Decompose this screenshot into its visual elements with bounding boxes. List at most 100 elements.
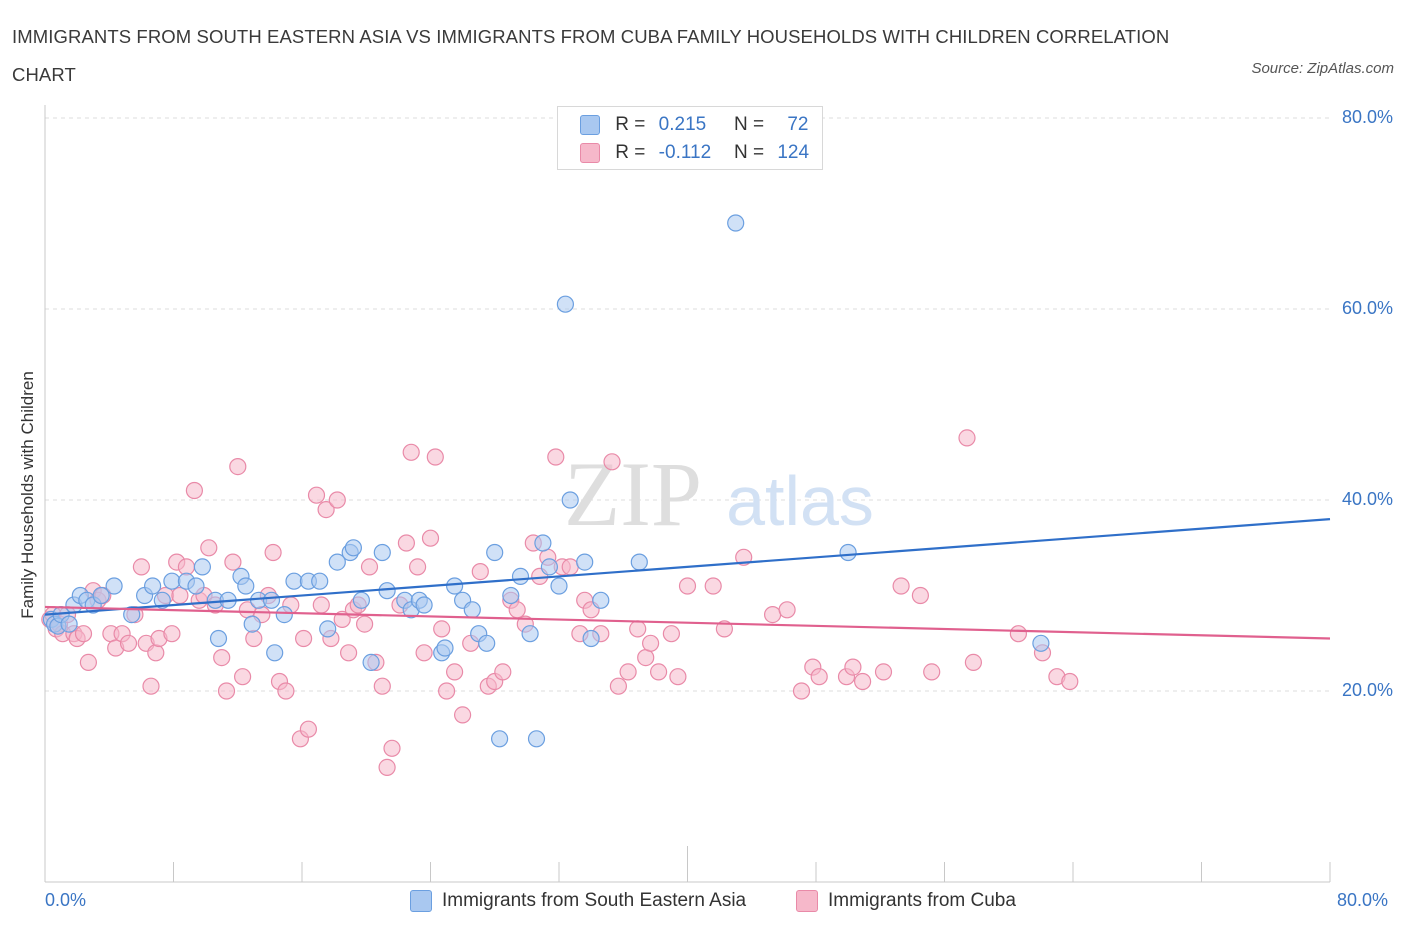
stats-legend: R = 0.215 N = 72 R = -0.112 N = 124: [557, 106, 823, 170]
sea-point: [344, 539, 362, 557]
sea-point: [105, 577, 123, 595]
sea-point: [415, 596, 433, 614]
sea-point: [486, 543, 504, 562]
cuba-point: [810, 668, 828, 686]
sea-point: [209, 629, 228, 648]
r-label: R =: [615, 114, 646, 135]
sea-point: [592, 591, 610, 609]
cuba-point: [340, 644, 358, 662]
stats-row-cuba: R = -0.112 N = 124: [580, 139, 809, 167]
cuba-point: [295, 629, 313, 648]
cuba-point: [433, 620, 451, 638]
sea-point: [502, 586, 520, 605]
cuba-point: [911, 586, 930, 605]
cuba-point: [454, 706, 472, 724]
sea-point: [582, 629, 600, 648]
cuba-point: [163, 625, 181, 643]
cuba-point: [317, 501, 335, 519]
cuba-point: [185, 481, 203, 500]
cuba-point: [446, 663, 464, 681]
sea-trend-line: [44, 518, 1331, 616]
series-legend: Immigrants from South Eastern Asia Immig…: [0, 886, 1406, 916]
cuba-point: [356, 615, 374, 633]
sea-point: [163, 572, 181, 590]
sea-point: [556, 295, 575, 313]
sea-point: [373, 543, 391, 562]
r-label: R =: [615, 142, 646, 163]
sea-swatch: [580, 114, 600, 135]
cuba-point: [147, 644, 165, 662]
cuba-point: [853, 672, 872, 691]
y-tick-label: 20.0%: [1341, 680, 1393, 700]
cuba-point: [409, 558, 427, 576]
legend-item-cuba[interactable]: Immigrants from Cuba: [796, 889, 1016, 913]
cuba-legend-swatch: [796, 889, 818, 912]
legend-item-sea[interactable]: Immigrants from South Eastern Asia: [410, 889, 746, 913]
n-value-cuba: 124: [777, 142, 810, 163]
source-label: Source: ZipAtlas.com: [1251, 60, 1394, 77]
cuba-point: [715, 620, 734, 638]
sea-point: [527, 730, 546, 748]
cuba-point: [397, 534, 415, 552]
watermark-zip: ZIP: [564, 443, 702, 545]
sea-point: [123, 605, 141, 624]
cuba-point: [1009, 625, 1028, 643]
cuba-trend-line: [44, 605, 1331, 640]
sea-point: [285, 572, 303, 590]
axes: [44, 105, 1331, 883]
cuba-point: [421, 529, 440, 547]
cuba-point: [200, 539, 218, 557]
sea-point: [153, 591, 171, 609]
sea-point: [630, 553, 648, 571]
y-tick-label: 40.0%: [1341, 489, 1393, 509]
sea-point: [266, 644, 284, 662]
chart-title: IMMIGRANTS FROM SOUTH EASTERN ASIA VS IM…: [12, 26, 1170, 85]
cuba-point: [415, 644, 433, 662]
cuba-point: [213, 648, 231, 667]
cuba-point: [792, 682, 811, 700]
cuba-point: [778, 601, 796, 619]
cuba-point: [508, 601, 526, 619]
cuba-point: [958, 429, 976, 447]
y-tick-label: 60.0%: [1341, 298, 1393, 318]
sea-point: [478, 634, 496, 652]
cuba-point: [561, 558, 579, 576]
cuba-point: [704, 577, 722, 595]
sea-point: [436, 639, 454, 657]
cuba-point: [328, 491, 346, 509]
sea-point: [60, 615, 78, 633]
cuba-point: [763, 605, 782, 624]
cuba-point: [373, 677, 391, 695]
cuba-point: [547, 448, 565, 466]
cuba-point: [307, 486, 326, 504]
watermark-atlas: atlas: [726, 462, 874, 540]
sea-point: [243, 615, 261, 633]
x-tick-min: 0.0%: [45, 890, 87, 910]
sea-point: [328, 553, 346, 571]
sea-point: [534, 534, 552, 552]
watermark: ZIP atlas: [564, 443, 874, 545]
sea-point: [491, 730, 509, 748]
sea-point: [144, 577, 162, 595]
sea-legend-swatch: [410, 889, 432, 912]
sea-points: [42, 214, 1050, 748]
cuba-point: [923, 663, 941, 681]
sea-point: [446, 577, 464, 595]
trend-lines: [44, 518, 1331, 640]
cuba-point: [844, 658, 862, 676]
cuba-point: [1061, 672, 1079, 691]
sea-point: [193, 558, 211, 576]
cuba-point: [132, 558, 150, 576]
cuba-point: [229, 458, 247, 476]
sea-point: [463, 601, 481, 619]
legend-label-cuba: Immigrants from Cuba: [828, 890, 1016, 911]
n-label: N =: [733, 142, 765, 163]
sea-point: [352, 591, 370, 609]
legend-label-sea: Immigrants from South Eastern Asia: [442, 890, 747, 911]
cuba-point: [874, 663, 893, 681]
cuba-point: [217, 682, 236, 700]
cuba-point: [471, 562, 489, 581]
sea-point: [262, 591, 281, 609]
cuba-point: [224, 553, 242, 571]
sea-point: [378, 582, 396, 600]
